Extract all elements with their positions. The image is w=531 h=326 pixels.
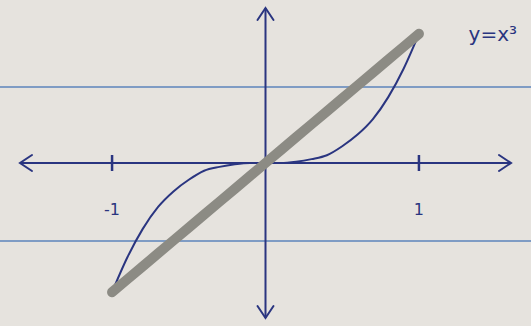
html-text:y=x³: y=x³ [468, 22, 517, 46]
svg-text:1: 1 [414, 200, 424, 219]
svg-text:-1: -1 [104, 200, 120, 219]
